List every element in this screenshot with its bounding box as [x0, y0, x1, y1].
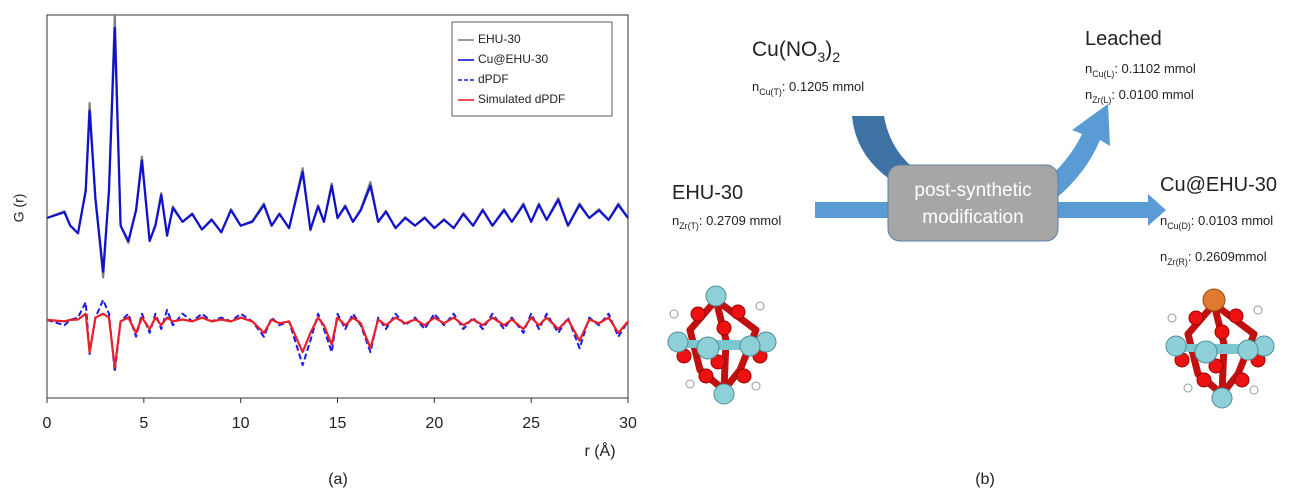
leached-amount: nCu(L): 0.1102 mmol [1085, 61, 1196, 79]
reagent-label-part: ) [825, 38, 832, 61]
x-tick-label: 25 [522, 415, 540, 432]
legend-label: EHU-30 [478, 32, 521, 46]
leached-amount-part: n [1085, 61, 1092, 76]
product-label: Cu@EHU-30 [1160, 174, 1277, 196]
x-tick-label: 30 [619, 415, 637, 432]
leached-amount-part: n [1085, 87, 1092, 102]
start-label-part: EHU-30 [672, 182, 743, 204]
leached-amount-part: : 0.0100 mmol [1111, 87, 1193, 102]
process-label: modification [922, 207, 1023, 228]
legend-label: Cu@EHU-30 [478, 52, 549, 66]
reagent-amount-part: n [752, 79, 759, 94]
x-tick-label: 10 [232, 415, 250, 432]
start-amount-part: : 0.2709 mmol [699, 213, 781, 228]
process-label: post-synthetic [914, 180, 1031, 201]
reagent-label-part: Cu(NO [752, 38, 817, 61]
leached-amount-part: : 0.1102 mmol [1114, 61, 1196, 76]
data-line [47, 300, 628, 372]
figure: r (Å) G (r) (a) (b) 0 5 10 15 20 25 30 EHU-30 Cu… [0, 0, 1296, 494]
process-box [888, 165, 1058, 241]
leached-label: Leached [1085, 28, 1162, 50]
leached-amount-part: Cu(L) [1092, 69, 1114, 79]
reagent-amount: nCu(T): 0.1205 mmol [752, 79, 864, 97]
molecule-ehu30 [668, 286, 776, 404]
product-amount-part: n [1160, 249, 1167, 264]
legend-label: Simulated dPDF [478, 92, 565, 106]
product-amount-part: Cu(D) [1167, 221, 1191, 231]
start-amount-part: Zr(T) [679, 221, 699, 231]
product-amount: nCu(D): 0.0103 mmol [1160, 213, 1273, 231]
x-axis-label: r (Å) [584, 441, 615, 460]
reagent-amount-part: Cu(T) [759, 87, 782, 97]
reagent-amount-part: : 0.1205 mmol [782, 79, 864, 94]
x-tick-label: 15 [329, 415, 347, 432]
reagent-label-part: 3 [817, 50, 825, 66]
y-axis-label: G (r) [11, 194, 27, 223]
panel-caption: (a) [328, 471, 348, 488]
product-amount-part: Zr(R) [1167, 257, 1188, 267]
start-label: EHU-30 [672, 182, 743, 204]
leached-amount: nZr(L): 0.0100 mmol [1085, 87, 1194, 105]
legend-label: dPDF [478, 72, 509, 86]
x-tick-label: 20 [425, 415, 443, 432]
data-line [47, 314, 628, 368]
reagent-label-part: 2 [832, 50, 840, 66]
product-amount: nZr(R): 0.2609mmol [1160, 249, 1267, 267]
product-label-part: Cu@EHU-30 [1160, 174, 1277, 196]
copper-atom [1203, 289, 1225, 311]
product-amount-part: : 0.2609mmol [1188, 249, 1267, 264]
x-tick-label: 0 [43, 415, 52, 432]
product-amount-part: : 0.0103 mmol [1191, 213, 1273, 228]
leached-amount-part: Zr(L) [1092, 95, 1111, 105]
product-amount-part: n [1160, 213, 1167, 228]
start-amount: nZr(T): 0.2709 mmol [672, 213, 781, 231]
leached-label-part: Leached [1085, 28, 1162, 50]
reagent-label: Cu(NO3)2 [752, 38, 840, 66]
start-amount-part: n [672, 213, 679, 228]
panel-caption: (b) [975, 471, 995, 488]
x-tick-label: 5 [139, 415, 148, 432]
